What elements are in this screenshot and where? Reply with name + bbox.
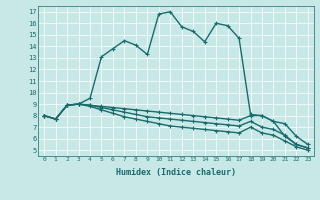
X-axis label: Humidex (Indice chaleur): Humidex (Indice chaleur) [116, 168, 236, 177]
